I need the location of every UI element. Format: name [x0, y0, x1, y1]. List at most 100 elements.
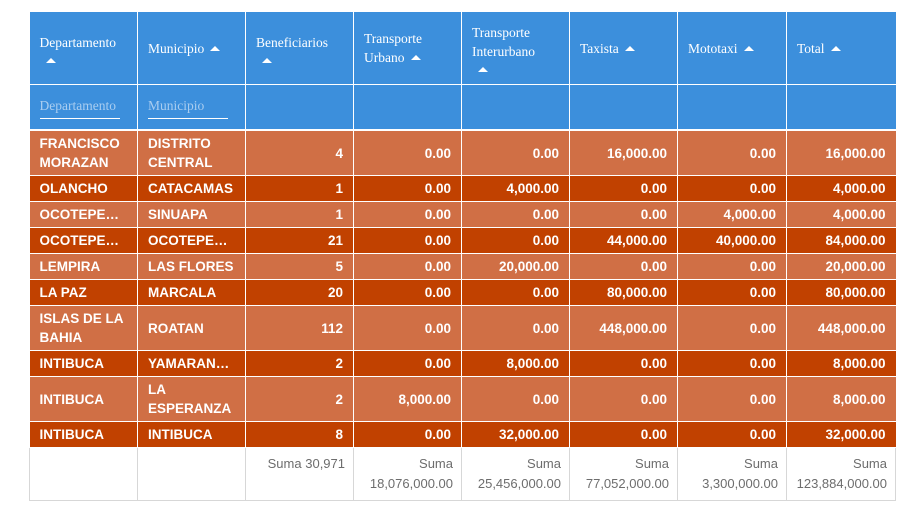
- table-row[interactable]: ISLAS DE LA BAHIA ROATAN 112 0.00 0.00 4…: [29, 305, 896, 351]
- cell-transporte-urbano: 0.00: [353, 130, 462, 176]
- cell-departamento: INTIBUCA: [29, 376, 138, 422]
- cell-departamento: LA PAZ: [29, 279, 138, 306]
- column-header-total[interactable]: Total: [786, 12, 896, 85]
- column-header-departamento[interactable]: Departamento: [29, 12, 138, 85]
- cell-transporte-interurbano: 0.00: [461, 130, 570, 176]
- cell-transporte-urbano: 0.00: [353, 305, 462, 351]
- cell-taxista: 0.00: [569, 376, 678, 422]
- table-row[interactable]: INTIBUCA INTIBUCA 8 0.00 32,000.00 0.00 …: [29, 421, 896, 448]
- sort-ascending-icon[interactable]: [210, 45, 221, 51]
- cell-transporte-urbano: 0.00: [353, 279, 462, 306]
- cell-taxista: 44,000.00: [569, 227, 678, 254]
- filter-cell-empty: [245, 84, 354, 131]
- cell-beneficiarios: 20: [245, 279, 354, 306]
- column-header-mototaxi[interactable]: Mototaxi: [677, 12, 787, 85]
- cell-transporte-urbano: 0.00: [353, 227, 462, 254]
- sort-ascending-icon[interactable]: [262, 57, 272, 63]
- table-row[interactable]: LA PAZ MARCALA 20 0.00 0.00 80,000.00 0.…: [29, 279, 896, 306]
- municipio-filter-input[interactable]: [148, 95, 228, 119]
- filter-cell-empty: [786, 84, 896, 131]
- cell-total: 16,000.00: [786, 130, 896, 176]
- summary-transporte-urbano: Suma 18,076,000.00: [353, 447, 462, 501]
- filter-cell-empty: [461, 84, 570, 131]
- summary-mototaxi: Suma 3,300,000.00: [677, 447, 787, 501]
- table-row[interactable]: FRANCISCO MORAZAN DISTRITO CENTRAL 4 0.0…: [29, 130, 896, 176]
- column-header-label: Mototaxi: [688, 40, 738, 56]
- column-header-label: Beneficiarios: [256, 34, 328, 50]
- table-row[interactable]: LEMPIRA LAS FLORES 5 0.00 20,000.00 0.00…: [29, 253, 896, 280]
- departamento-filter-input[interactable]: [39, 95, 120, 119]
- cell-departamento: LEMPIRA: [29, 253, 138, 280]
- cell-transporte-interurbano: 0.00: [461, 279, 570, 306]
- sort-ascending-icon[interactable]: [830, 45, 841, 51]
- sort-ascending-icon[interactable]: [478, 67, 488, 72]
- column-header-taxista[interactable]: Taxista: [569, 12, 678, 85]
- sort-ascending-icon[interactable]: [624, 45, 635, 51]
- sort-ascending-icon[interactable]: [410, 55, 421, 61]
- cell-taxista: 0.00: [569, 253, 678, 280]
- cell-departamento: OCOTEPEQ...: [29, 201, 138, 228]
- suma-value: 30,971: [305, 456, 345, 471]
- column-header-municipio[interactable]: Municipio: [137, 12, 246, 85]
- column-header-label: Municipio: [148, 40, 205, 56]
- cell-municipio: LAS FLORES: [137, 253, 246, 280]
- filter-cell-empty: [677, 84, 787, 131]
- cell-transporte-urbano: 0.00: [353, 175, 462, 202]
- cell-departamento: INTIBUCA: [29, 350, 138, 377]
- cell-total: 4,000.00: [786, 201, 896, 228]
- sort-ascending-icon[interactable]: [743, 45, 754, 51]
- table-row[interactable]: OCOTEPEQ... SINUAPA 1 0.00 0.00 0.00 4,0…: [29, 201, 896, 228]
- suma-label: Suma: [853, 456, 887, 471]
- sort-ascending-icon[interactable]: [45, 57, 56, 63]
- filter-cell-empty: [569, 84, 678, 131]
- cell-mototaxi: 0.00: [677, 350, 787, 377]
- cell-total: 20,000.00: [786, 253, 896, 280]
- table-row[interactable]: INTIBUCA YAMARANG... 2 0.00 8,000.00 0.0…: [29, 350, 896, 377]
- column-header-label: Total: [797, 40, 825, 56]
- cell-beneficiarios: 8: [245, 421, 354, 448]
- table-row[interactable]: OLANCHO CATACAMAS 1 0.00 4,000.00 0.00 0…: [29, 175, 896, 202]
- filter-cell-departamento: [29, 84, 138, 131]
- summary-row: Suma 30,971 Suma 18,076,000.00 Suma 25,4…: [29, 447, 896, 501]
- cell-departamento: OCOTEPEQ...: [29, 227, 138, 254]
- cell-taxista: 0.00: [569, 175, 678, 202]
- cell-mototaxi: 0.00: [677, 421, 787, 448]
- cell-transporte-urbano: 0.00: [353, 253, 462, 280]
- table-row[interactable]: INTIBUCA LA ESPERANZA 2 8,000.00 0.00 0.…: [29, 376, 896, 422]
- cell-departamento: FRANCISCO MORAZAN: [29, 130, 138, 176]
- suma-label: Suma: [527, 456, 561, 471]
- cell-mototaxi: 0.00: [677, 130, 787, 176]
- column-header-beneficiarios[interactable]: Beneficiarios: [245, 12, 354, 85]
- cell-taxista: 80,000.00: [569, 279, 678, 306]
- cell-mototaxi: 0.00: [677, 279, 787, 306]
- header-row: Departamento Municipio Beneficiarios Tra…: [29, 12, 896, 85]
- cell-municipio: INTIBUCA: [137, 421, 246, 448]
- cell-total: 84,000.00: [786, 227, 896, 254]
- cell-total: 448,000.00: [786, 305, 896, 351]
- suma-label: Suma: [744, 456, 778, 471]
- cell-taxista: 0.00: [569, 421, 678, 448]
- table-row[interactable]: OCOTEPEQ... OCOTEPEQ... 21 0.00 0.00 44,…: [29, 227, 896, 254]
- cell-beneficiarios: 2: [245, 376, 354, 422]
- cell-beneficiarios: 5: [245, 253, 354, 280]
- filter-cell-municipio: [137, 84, 246, 131]
- cell-transporte-urbano: 0.00: [353, 421, 462, 448]
- summary-transporte-interurbano: Suma 25,456,000.00: [461, 447, 570, 501]
- cell-transporte-interurbano: 0.00: [461, 305, 570, 351]
- cell-transporte-urbano: 8,000.00: [353, 376, 462, 422]
- cell-municipio: CATACAMAS: [137, 175, 246, 202]
- cell-transporte-interurbano: 0.00: [461, 227, 570, 254]
- column-header-transporte-interurbano[interactable]: Transporte Interurbano: [461, 12, 570, 85]
- suma-value: 123,884,000.00: [796, 476, 887, 491]
- suma-value: 25,456,000.00: [477, 476, 561, 491]
- cell-transporte-interurbano: 20,000.00: [461, 253, 570, 280]
- summary-cell-empty: [137, 447, 246, 501]
- cell-municipio: YAMARANG...: [137, 350, 246, 377]
- cell-departamento: INTIBUCA: [29, 421, 138, 448]
- cell-municipio: LA ESPERANZA: [137, 376, 246, 422]
- data-grid: Departamento Municipio Beneficiarios Tra…: [29, 12, 896, 501]
- filter-cell-empty: [353, 84, 462, 131]
- cell-municipio: MARCALA: [137, 279, 246, 306]
- column-header-transporte-urbano[interactable]: Transporte Urbano: [353, 12, 462, 85]
- cell-mototaxi: 0.00: [677, 253, 787, 280]
